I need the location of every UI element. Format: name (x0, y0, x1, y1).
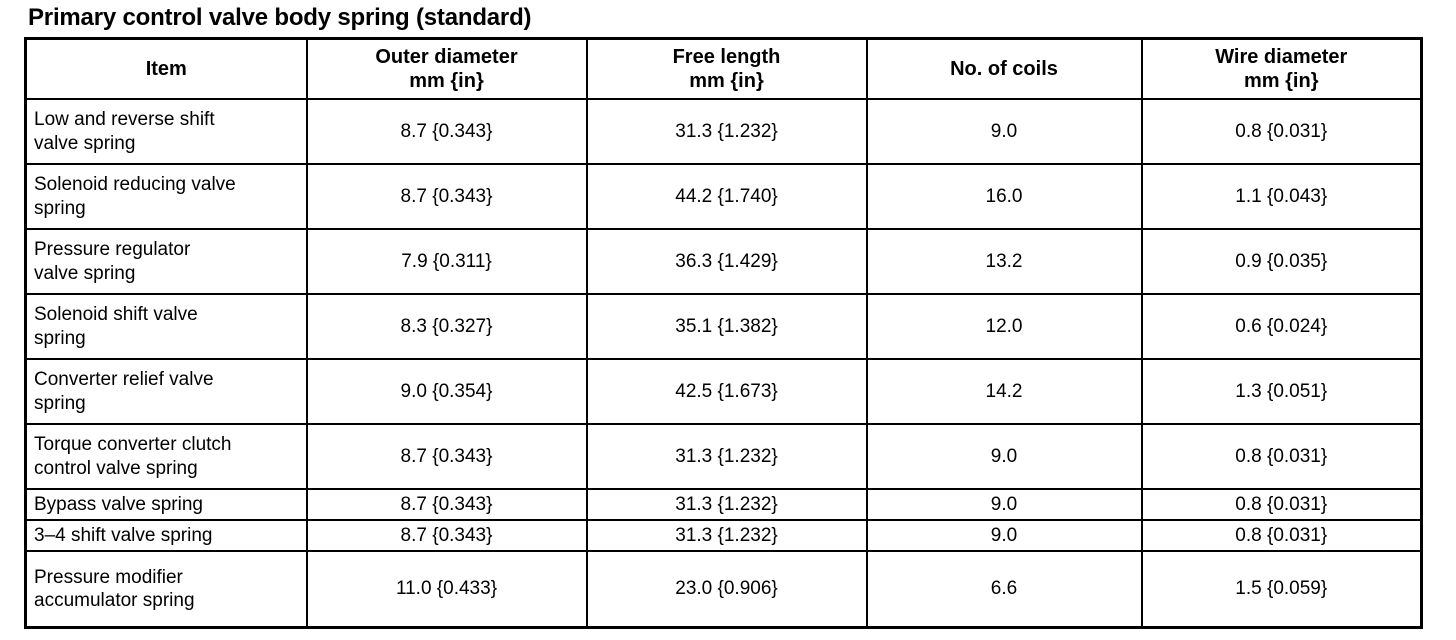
wire-diameter-cell: 0.8 {0.031} (1140, 519, 1423, 552)
free-length-cell: 31.3 {1.232} (585, 98, 868, 165)
table-row: Solenoid reducing valve spring 8.7 {0.34… (24, 163, 1423, 230)
wire-diameter-cell: 1.1 {0.043} (1140, 163, 1423, 230)
no-of-coils-cell: 12.0 (865, 293, 1143, 360)
item-cell: 3–4 shift valve spring (24, 519, 308, 552)
no-of-coils-cell: 16.0 (865, 163, 1143, 230)
outer-diameter-cell: 11.0 {0.433} (305, 550, 588, 629)
column-header-wire-diameter: Wire diameter mm {in} (1140, 37, 1423, 100)
item-cell: Low and reverse shift valve spring (24, 98, 308, 165)
item-cell: Bypass valve spring (24, 488, 308, 521)
outer-diameter-cell: 8.7 {0.343} (305, 488, 588, 521)
table-row: Low and reverse shift valve spring 8.7 {… (24, 98, 1423, 165)
item-cell: Solenoid reducing valve spring (24, 163, 308, 230)
table-row: Bypass valve spring 8.7 {0.343} 31.3 {1.… (24, 488, 1423, 521)
outer-diameter-cell: 8.3 {0.327} (305, 293, 588, 360)
column-header-item: Item (24, 37, 308, 100)
table-row: Torque converter clutch control valve sp… (24, 423, 1423, 490)
column-header-no-of-coils: No. of coils (865, 37, 1143, 100)
wire-diameter-cell: 0.8 {0.031} (1140, 423, 1423, 490)
outer-diameter-cell: 7.9 {0.311} (305, 228, 588, 295)
outer-diameter-cell: 8.7 {0.343} (305, 423, 588, 490)
table-row: Pressure modifier accumulator spring 11.… (24, 550, 1423, 629)
free-length-cell: 31.3 {1.232} (585, 423, 868, 490)
outer-diameter-cell: 8.7 {0.343} (305, 519, 588, 552)
item-cell: Pressure regulator valve spring (24, 228, 308, 295)
wire-diameter-cell: 0.9 {0.035} (1140, 228, 1423, 295)
no-of-coils-cell: 9.0 (865, 488, 1143, 521)
no-of-coils-cell: 9.0 (865, 423, 1143, 490)
wire-diameter-cell: 0.8 {0.031} (1140, 488, 1423, 521)
free-length-cell: 31.3 {1.232} (585, 519, 868, 552)
table-row: Converter relief valve spring 9.0 {0.354… (24, 358, 1423, 425)
free-length-cell: 36.3 {1.429} (585, 228, 868, 295)
no-of-coils-cell: 14.2 (865, 358, 1143, 425)
item-cell: Converter relief valve spring (24, 358, 308, 425)
column-header-free-length: Free length mm {in} (585, 37, 868, 100)
free-length-cell: 44.2 {1.740} (585, 163, 868, 230)
outer-diameter-cell: 8.7 {0.343} (305, 163, 588, 230)
free-length-cell: 35.1 {1.382} (585, 293, 868, 360)
free-length-cell: 31.3 {1.232} (585, 488, 868, 521)
no-of-coils-cell: 6.6 (865, 550, 1143, 629)
free-length-cell: 23.0 {0.906} (585, 550, 868, 629)
page-title: Primary control valve body spring (stand… (28, 4, 532, 31)
header-row: Item Outer diameter mm {in} Free length … (24, 37, 1423, 100)
no-of-coils-cell: 13.2 (865, 228, 1143, 295)
item-cell: Pressure modifier accumulator spring (24, 550, 308, 629)
item-cell: Torque converter clutch control valve sp… (24, 423, 308, 490)
free-length-cell: 42.5 {1.673} (585, 358, 868, 425)
wire-diameter-cell: 1.5 {0.059} (1140, 550, 1423, 629)
table-row: Pressure regulator valve spring 7.9 {0.3… (24, 228, 1423, 295)
spring-spec-table: Item Outer diameter mm {in} Free length … (24, 37, 1423, 629)
table-body: Low and reverse shift valve spring 8.7 {… (24, 98, 1423, 629)
table-header: Item Outer diameter mm {in} Free length … (24, 37, 1423, 100)
wire-diameter-cell: 0.8 {0.031} (1140, 98, 1423, 165)
item-cell: Solenoid shift valve spring (24, 293, 308, 360)
wire-diameter-cell: 1.3 {0.051} (1140, 358, 1423, 425)
no-of-coils-cell: 9.0 (865, 519, 1143, 552)
table-row: 3–4 shift valve spring 8.7 {0.343} 31.3 … (24, 519, 1423, 552)
wire-diameter-cell: 0.6 {0.024} (1140, 293, 1423, 360)
column-header-outer-diameter: Outer diameter mm {in} (305, 37, 588, 100)
outer-diameter-cell: 8.7 {0.343} (305, 98, 588, 165)
no-of-coils-cell: 9.0 (865, 98, 1143, 165)
table-row: Solenoid shift valve spring 8.3 {0.327} … (24, 293, 1423, 360)
outer-diameter-cell: 9.0 {0.354} (305, 358, 588, 425)
